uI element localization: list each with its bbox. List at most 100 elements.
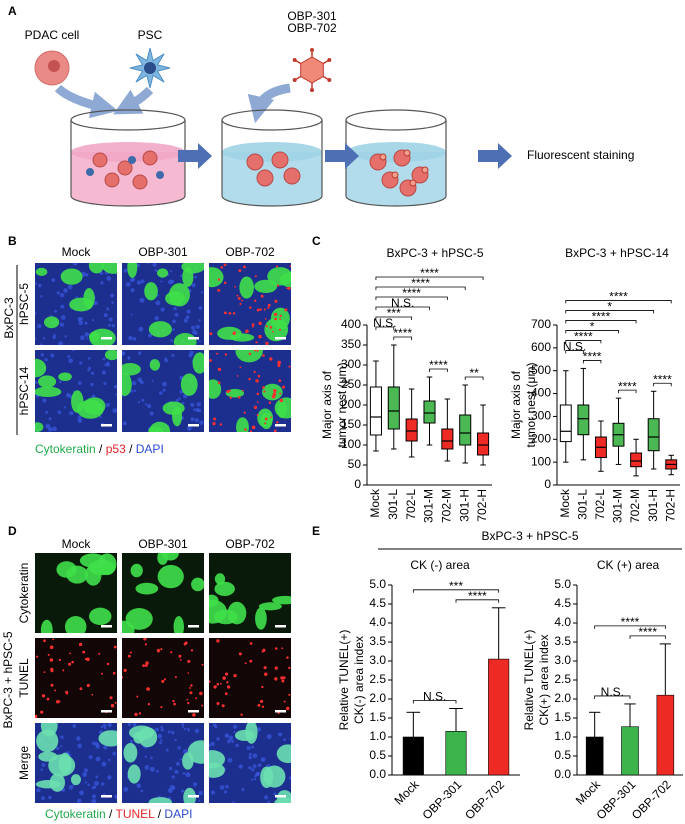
red-signal (184, 641, 188, 645)
micrograph (209, 553, 291, 633)
group-label: BxPC-3 (2, 297, 16, 339)
red-signal (275, 265, 278, 268)
row-label: TUNEL (17, 658, 31, 698)
dish-wall (345, 120, 447, 207)
scale-bar (188, 710, 199, 713)
nucleus (256, 727, 262, 732)
red-signal (43, 639, 46, 643)
nucleus (172, 319, 176, 324)
significance-label: **** (402, 286, 421, 300)
nucleus (144, 765, 150, 770)
red-signal (187, 701, 190, 705)
nucleus (190, 417, 195, 422)
legend-item: DAPI (164, 807, 192, 821)
nucleus (111, 301, 114, 304)
nucleus (87, 783, 90, 786)
virus-spike (322, 75, 329, 81)
nucleus (68, 754, 72, 757)
nucleus (233, 724, 238, 729)
virus-label: OBP-702 (287, 21, 337, 35)
significance-bracket (565, 340, 602, 344)
nucleus (179, 758, 182, 761)
nucleus (198, 799, 201, 802)
red-signal (262, 354, 265, 357)
nucleus (288, 776, 291, 780)
nucleus (90, 382, 94, 387)
x-tick-label: 702-M (440, 489, 454, 523)
cytokeratin-blob (264, 317, 289, 342)
red-signal (279, 318, 282, 321)
nucleus (60, 315, 66, 320)
nucleus (88, 755, 93, 760)
curved-arrow (247, 83, 291, 124)
red-signal (261, 705, 265, 708)
nucleus (105, 402, 110, 407)
significance-bracket (464, 376, 484, 380)
dish-rim (70, 109, 186, 131)
dish-virus (379, 153, 387, 161)
nucleus (193, 408, 196, 412)
nucleus (58, 341, 64, 345)
cytokeratin-blob (276, 744, 291, 764)
scale-bar (101, 795, 112, 798)
virus (300, 56, 324, 84)
cytokeratin-blob (157, 564, 184, 589)
nucleus (87, 368, 91, 372)
nucleus (231, 740, 234, 743)
cytokeratin-blob (127, 263, 138, 278)
cytokeratin-blob (125, 607, 153, 630)
psc-nucleus (144, 62, 156, 74)
dish-liquid-top (222, 142, 322, 162)
row-label: hPSC-5 (17, 283, 31, 325)
nucleus (136, 783, 141, 788)
red-signal (190, 684, 193, 687)
nucleus (133, 389, 136, 393)
box (577, 404, 590, 436)
red-signal (261, 685, 264, 689)
red-signal (40, 710, 44, 714)
red-signal (228, 311, 232, 315)
nucleus (223, 790, 228, 794)
red-signal (178, 654, 182, 658)
significance-label: N.S. (373, 316, 396, 330)
red-signal (69, 652, 71, 655)
cytokeratin-blob (66, 565, 89, 584)
column-header: Mock (62, 245, 92, 259)
cytokeratin-blob (260, 412, 273, 430)
nucleus (174, 769, 179, 775)
red-signal (256, 401, 259, 403)
red-signal (249, 430, 253, 432)
y-tick-label: 3.0 (369, 653, 386, 667)
dish-cell (117, 160, 133, 176)
micrograph-content (209, 350, 291, 432)
nucleus (198, 306, 203, 310)
nucleus (219, 785, 225, 790)
red-signal (254, 275, 257, 278)
micrograph (209, 638, 291, 718)
y-tick-label: 300 (531, 409, 551, 423)
red-signal (267, 306, 270, 309)
significance-bracket (565, 310, 655, 314)
red-signal (161, 679, 165, 683)
significance-bracket (565, 300, 672, 304)
nucleus (241, 788, 245, 792)
nucleus (186, 426, 192, 431)
nucleus (154, 316, 159, 321)
nucleus (84, 332, 90, 337)
nucleus (77, 798, 82, 803)
legend: Cytokeratin / p53 / DAPI (35, 442, 164, 456)
red-signal (216, 682, 220, 686)
red-signal (254, 350, 257, 352)
nucleus (224, 733, 230, 739)
nucleus (146, 263, 149, 265)
significance-bracket (594, 695, 631, 699)
nucleus (198, 340, 201, 343)
red-signal (172, 699, 175, 703)
cytokeratin-blob (122, 363, 141, 376)
red-signal (274, 317, 277, 321)
red-signal (212, 421, 216, 426)
red-signal (195, 697, 198, 700)
micrograph (35, 263, 117, 345)
legend-item: Cytokeratin (45, 807, 106, 821)
nucleus (125, 282, 131, 287)
